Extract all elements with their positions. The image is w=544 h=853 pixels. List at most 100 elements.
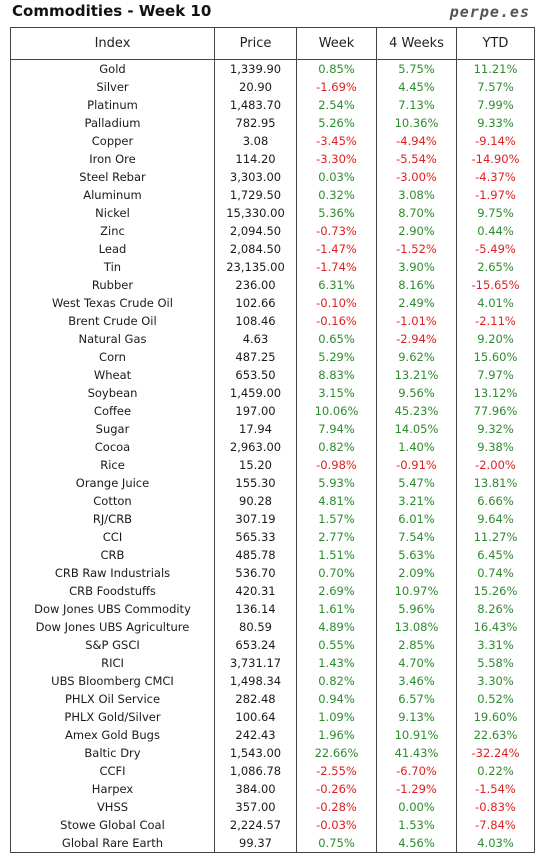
ytd-change-cell: 3.30% — [456, 672, 535, 690]
four-week-change-cell: 3.08% — [376, 186, 457, 204]
index-cell: Platinum — [10, 96, 215, 114]
header-row: Index Price Week 4 Weeks YTD — [10, 27, 535, 60]
index-cell: S&P GSCI — [10, 636, 215, 654]
week-change-cell: -0.03% — [296, 816, 377, 834]
table-row: Sugar 17.94 7.94% 14.05% 9.32% — [10, 420, 535, 438]
price-cell: 197.00 — [214, 402, 297, 420]
price-cell: 17.94 — [214, 420, 297, 438]
index-cell: Zinc — [10, 222, 215, 240]
index-cell: Harpex — [10, 780, 215, 798]
index-cell: PHLX Oil Service — [10, 690, 215, 708]
price-cell: 114.20 — [214, 150, 297, 168]
week-change-cell: -2.55% — [296, 762, 377, 780]
table-row: Lead 2,084.50 -1.47% -1.52% -5.49% — [10, 240, 535, 258]
four-week-change-cell: 7.13% — [376, 96, 457, 114]
week-change-cell: 0.85% — [296, 59, 377, 78]
price-cell: 242.43 — [214, 726, 297, 744]
four-week-change-cell: 41.43% — [376, 744, 457, 762]
week-change-cell: 5.29% — [296, 348, 377, 366]
ytd-change-cell: 22.63% — [456, 726, 535, 744]
index-cell: CRB — [10, 546, 215, 564]
ytd-change-cell: 9.75% — [456, 204, 535, 222]
ytd-change-cell: 2.65% — [456, 258, 535, 276]
index-cell: Orange Juice — [10, 474, 215, 492]
table-body: Gold 1,339.90 0.85% 5.75% 11.21% Silver 20.90-… — [10, 59, 535, 853]
four-week-change-cell: 13.08% — [376, 618, 457, 636]
price-cell: 4.63 — [214, 330, 297, 348]
week-change-cell: 2.77% — [296, 528, 377, 546]
index-cell: Gold — [10, 59, 215, 78]
column-header-week: Week — [296, 27, 377, 60]
price-cell: 3.08 — [214, 132, 297, 150]
price-cell: 1,729.50 — [214, 186, 297, 204]
table-row: CCI 565.33 2.77% 7.54% 11.27% — [10, 528, 535, 546]
ytd-change-cell: 0.44% — [456, 222, 535, 240]
price-cell: 155.30 — [214, 474, 297, 492]
index-cell: Sugar — [10, 420, 215, 438]
index-cell: Coffee — [10, 402, 215, 420]
ytd-change-cell: -4.37% — [456, 168, 535, 186]
four-week-change-cell: 6.01% — [376, 510, 457, 528]
four-week-change-cell: 3.90% — [376, 258, 457, 276]
week-change-cell: -0.16% — [296, 312, 377, 330]
price-cell: 307.19 — [214, 510, 297, 528]
table-row: Amex Gold Bugs 242.43 1.96% 10.91% 22.63% — [10, 726, 535, 744]
index-cell: Stowe Global Coal — [10, 816, 215, 834]
table-row: Platinum 1,483.70 2.54% 7.13% 7.99% — [10, 96, 535, 114]
index-cell: CCI — [10, 528, 215, 546]
price-cell: 2,224.57 — [214, 816, 297, 834]
four-week-change-cell: 13.21% — [376, 366, 457, 384]
index-cell: Lead — [10, 240, 215, 258]
price-cell: 282.48 — [214, 690, 297, 708]
week-change-cell: -3.45% — [296, 132, 377, 150]
index-cell: Copper — [10, 132, 215, 150]
week-change-cell: -0.10% — [296, 294, 377, 312]
price-cell: 108.46 — [214, 312, 297, 330]
price-cell: 99.37 — [214, 834, 297, 853]
week-change-cell: 22.66% — [296, 744, 377, 762]
table-row: Gold 1,339.90 0.85% 5.75% 11.21% — [10, 59, 535, 78]
table-row: Soybean 1,459.00 3.15% 9.56% 13.12% — [10, 384, 535, 402]
ytd-change-cell: 0.74% — [456, 564, 535, 582]
four-week-change-cell: 2.85% — [376, 636, 457, 654]
week-change-cell: 0.82% — [296, 438, 377, 456]
index-cell: Dow Jones UBS Commodity — [10, 600, 215, 618]
index-cell: Nickel — [10, 204, 215, 222]
price-cell: 80.59 — [214, 618, 297, 636]
week-change-cell: 1.43% — [296, 654, 377, 672]
table-row: VHSS 357.00 -0.28% 0.00% -0.83% — [10, 798, 535, 816]
week-change-cell: 1.57% — [296, 510, 377, 528]
week-change-cell: 4.81% — [296, 492, 377, 510]
price-cell: 536.70 — [214, 564, 297, 582]
table-row: Cotton 90.28 4.81% 3.21% 6.66% — [10, 492, 535, 510]
ytd-change-cell: -1.97% — [456, 186, 535, 204]
four-week-change-cell: -6.70% — [376, 762, 457, 780]
price-cell: 136.14 — [214, 600, 297, 618]
four-week-change-cell: 9.13% — [376, 708, 457, 726]
index-cell: Wheat — [10, 366, 215, 384]
table-row: Baltic Dry 1,543.00 22.66% 41.43% -32.24% — [10, 744, 535, 762]
week-change-cell: 1.51% — [296, 546, 377, 564]
week-change-cell: -1.47% — [296, 240, 377, 258]
week-change-cell: 5.36% — [296, 204, 377, 222]
ytd-change-cell: 0.22% — [456, 762, 535, 780]
week-change-cell: 0.03% — [296, 168, 377, 186]
price-cell: 1,543.00 — [214, 744, 297, 762]
week-change-cell: 1.09% — [296, 708, 377, 726]
four-week-change-cell: 5.63% — [376, 546, 457, 564]
week-change-cell: 0.65% — [296, 330, 377, 348]
price-cell: 782.95 — [214, 114, 297, 132]
table-row: Rice 15.20 -0.98% -0.91% -2.00% — [10, 456, 535, 474]
four-week-change-cell: 3.46% — [376, 672, 457, 690]
four-week-change-cell: -5.54% — [376, 150, 457, 168]
four-week-change-cell: 5.96% — [376, 600, 457, 618]
table-row: UBS Bloomberg CMCI 1,498.34 0.82% 3.46% 3.30… — [10, 672, 535, 690]
index-cell: Iron Ore — [10, 150, 215, 168]
four-week-change-cell: -0.91% — [376, 456, 457, 474]
week-change-cell: -0.28% — [296, 798, 377, 816]
week-change-cell: -0.98% — [296, 456, 377, 474]
table-row: CRB 485.78 1.51% 5.63% 6.45% — [10, 546, 535, 564]
table-row: Orange Juice 155.30 5.93% 5.47% 13.81% — [10, 474, 535, 492]
table-row: Aluminum 1,729.50 0.32% 3.08% -1.97% — [10, 186, 535, 204]
ytd-change-cell: 7.57% — [456, 78, 535, 96]
